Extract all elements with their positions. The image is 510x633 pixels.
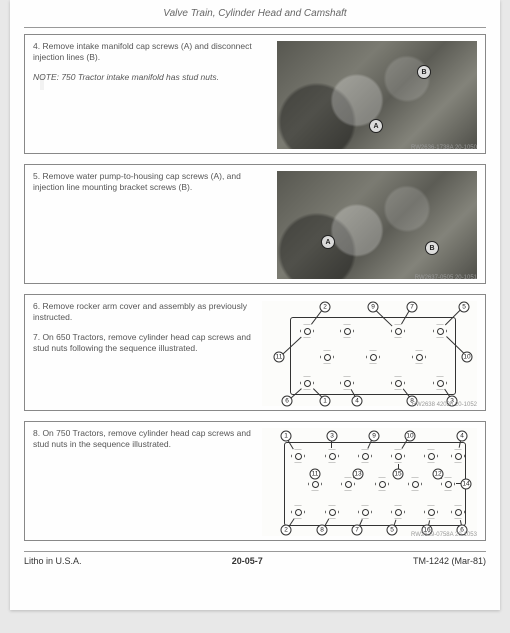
bolt (424, 449, 438, 463)
sequence-label: 11 (274, 352, 285, 363)
sequence-label: 1 (281, 431, 292, 442)
sequence-label: 5 (459, 302, 470, 313)
bolt (325, 449, 339, 463)
sequence-label: 10 (405, 431, 416, 442)
sequence-label: 7 (407, 302, 418, 313)
section-step-8: 8. On 750 Tractors, remove cylinder head… (24, 421, 486, 541)
bolt (291, 449, 305, 463)
callout-a: A (369, 119, 383, 133)
callout-b: B (425, 241, 439, 255)
sequence-label: 1 (320, 396, 331, 407)
text-col: 8. On 750 Tractors, remove cylinder head… (33, 428, 254, 536)
edge-tab (40, 74, 44, 90)
step-8-text: 8. On 750 Tractors, remove cylinder head… (33, 428, 254, 451)
step-4-text: 4. Remove intake manifold cap screws (A)… (33, 41, 269, 64)
bolt (341, 477, 355, 491)
sequence-label: 6 (282, 396, 293, 407)
bolt (451, 449, 465, 463)
bolt (366, 350, 380, 364)
bolt (391, 324, 405, 338)
sequence-label: 8 (317, 525, 328, 536)
sequence-label: 2 (320, 302, 331, 313)
step-4-note: NOTE: 750 Tractor intake manifold has st… (33, 72, 269, 83)
footer-center: 20-05-7 (232, 556, 263, 566)
page-title: Valve Train, Cylinder Head and Camshaft (24, 8, 486, 19)
bolt (375, 477, 389, 491)
bolt (325, 505, 339, 519)
text-col: 6. Remove rocker arm cover and assembly … (33, 301, 254, 406)
bolt (391, 505, 405, 519)
sequence-label: 14 (461, 479, 472, 490)
sequence-label: 12 (433, 469, 444, 480)
bolt (391, 449, 405, 463)
sequence-label: 4 (352, 396, 363, 407)
text-col: 4. Remove intake manifold cap screws (A)… (33, 41, 269, 149)
sequence-label: 9 (368, 302, 379, 313)
photo-step-5: A B (277, 171, 477, 279)
fig-caption: RW2638 42026 20-1052 (412, 402, 477, 408)
text-col: 5. Remove water pump-to-housing cap scre… (33, 171, 269, 279)
section-step-6-7: 6. Remove rocker arm cover and assembly … (24, 294, 486, 411)
callout-b: B (417, 65, 431, 79)
sequence-label: 9 (369, 431, 380, 442)
bolt (358, 449, 372, 463)
bolt (441, 477, 455, 491)
fig-caption: RW2639-0758A 20-1053 (411, 532, 477, 538)
diagram-750: 13910411131512142875166 (262, 428, 477, 536)
sequence-label: 13 (353, 469, 364, 480)
section-step-5: 5. Remove water pump-to-housing cap scre… (24, 164, 486, 284)
bolt (412, 350, 426, 364)
step-7-text: 7. On 650 Tractors, remove cylinder head… (33, 332, 254, 355)
sequence-label: 5 (387, 525, 398, 536)
bolt (408, 477, 422, 491)
bolt (291, 505, 305, 519)
footer: Litho in U.S.A. 20-05-7 TM-1242 (Mar-81) (24, 551, 486, 566)
bolt (320, 350, 334, 364)
page: Valve Train, Cylinder Head and Camshaft … (10, 0, 500, 610)
sequence-label: 2 (281, 525, 292, 536)
sequence-label: 11 (310, 469, 321, 480)
bolt (358, 505, 372, 519)
bolt (300, 324, 314, 338)
sequence-label: 7 (352, 525, 363, 536)
photo-step-4: A B (277, 41, 477, 149)
step-5-text: 5. Remove water pump-to-housing cap scre… (33, 171, 269, 194)
fig-caption: RW2637-0505 20-1051 (415, 275, 477, 281)
section-step-4: 4. Remove intake manifold cap screws (A)… (24, 34, 486, 154)
sequence-label: 4 (457, 431, 468, 442)
step-6-text: 6. Remove rocker arm cover and assembly … (33, 301, 254, 324)
diagram-650: 2975111061483 (262, 301, 477, 406)
callout-a: A (321, 235, 335, 249)
fig-caption: RW2636-1738A 20-1050 (411, 145, 477, 151)
footer-left: Litho in U.S.A. (24, 556, 82, 566)
sequence-label: 3 (327, 431, 338, 442)
bolt (340, 376, 354, 390)
bolt (424, 505, 438, 519)
sequence-label: 15 (393, 469, 404, 480)
sequence-label: 10 (462, 352, 473, 363)
footer-right: TM-1242 (Mar-81) (413, 556, 486, 566)
header-rule (24, 27, 486, 28)
bolt (451, 505, 465, 519)
bolt (340, 324, 354, 338)
